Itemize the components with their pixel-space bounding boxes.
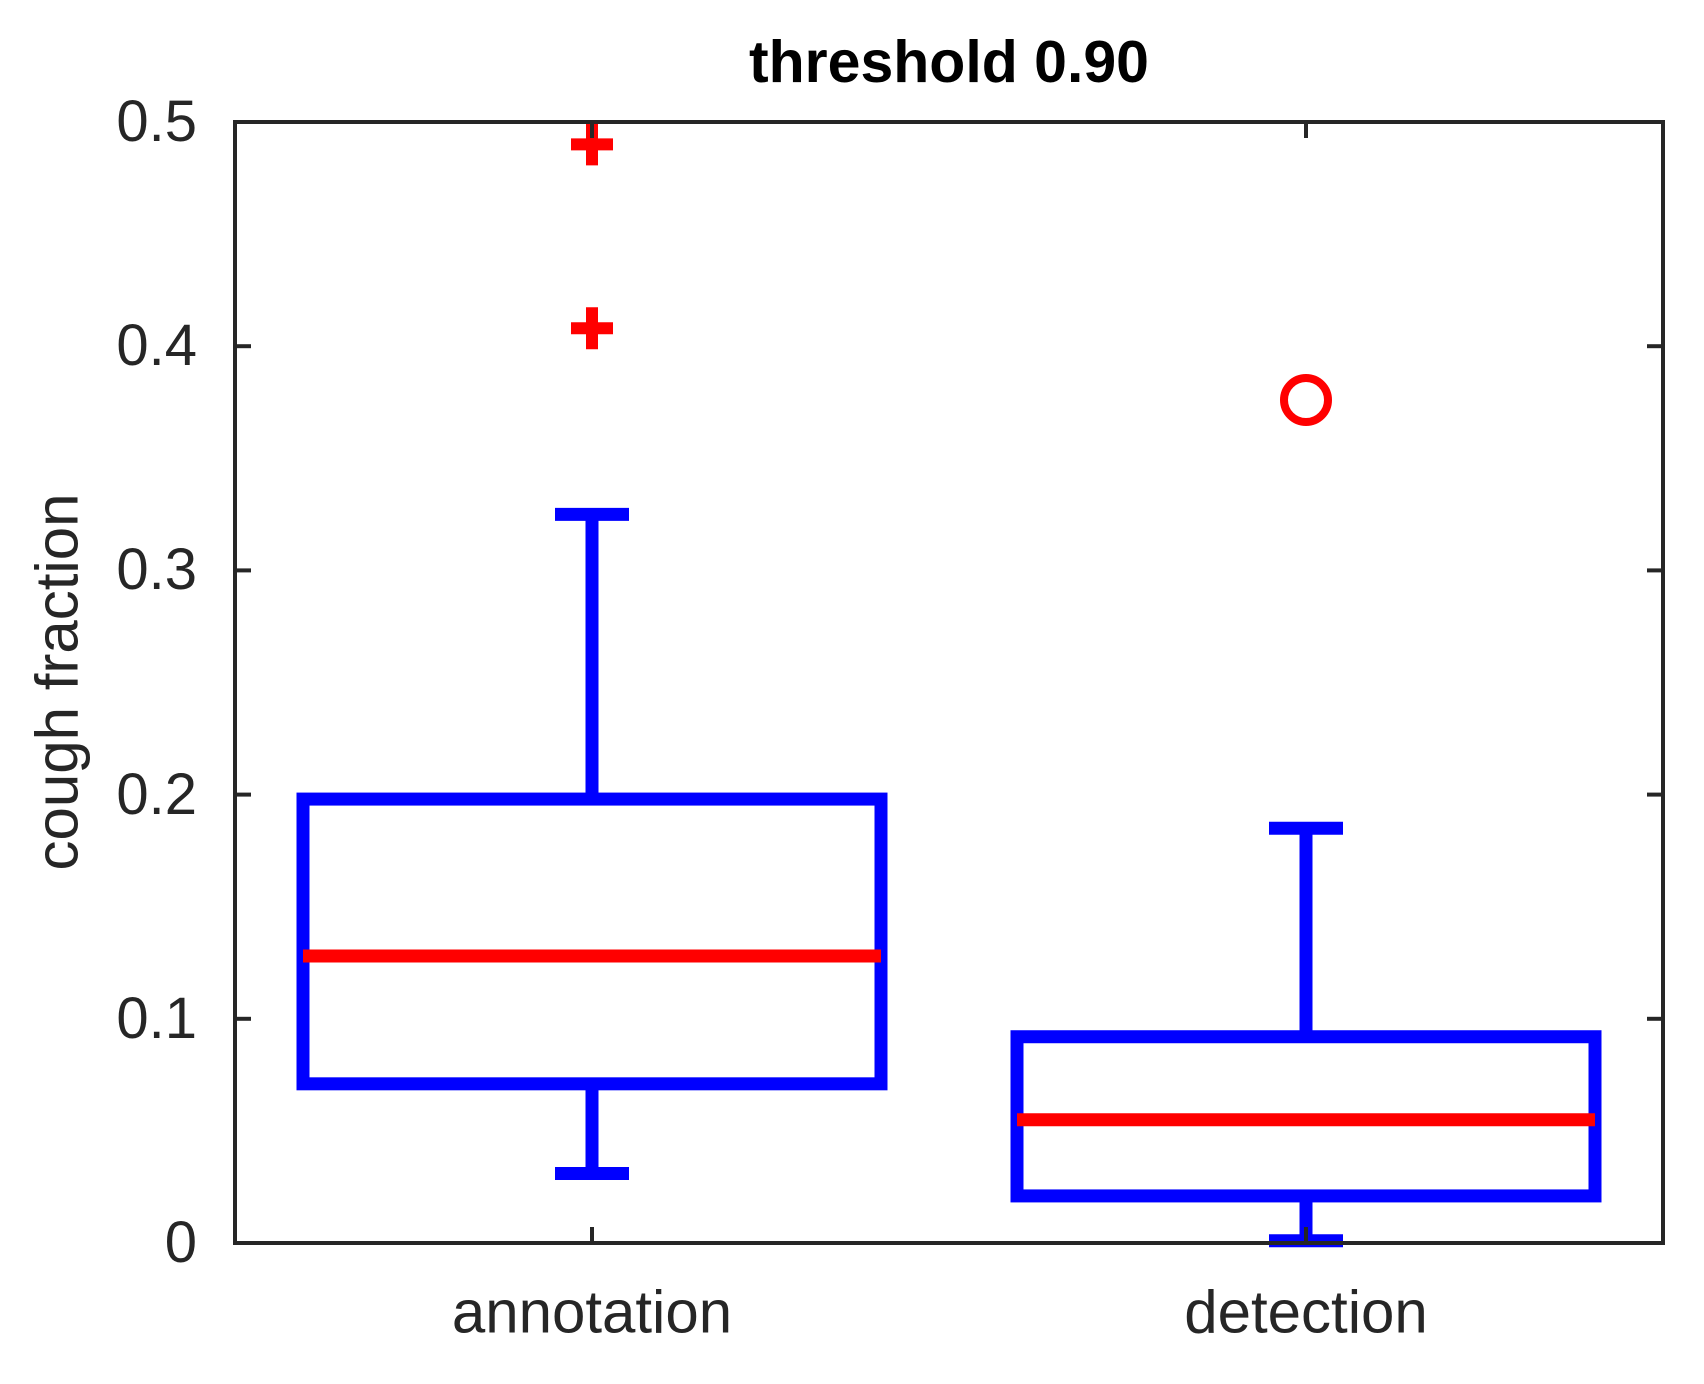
y-tick-label: 0.4	[116, 313, 197, 379]
chart-title: threshold 0.90	[748, 29, 1150, 95]
axes-frame	[233, 120, 1665, 1245]
y-tick-label: 0.3	[116, 537, 197, 603]
y-tick-label: 0.1	[116, 985, 197, 1051]
y-tick-label: 0	[164, 1210, 197, 1275]
iqr-box	[296, 792, 888, 1091]
y-tick-label: 0.2	[116, 761, 197, 827]
x-category-label: detection	[1184, 1278, 1428, 1346]
outlier-circle-marker	[1280, 374, 1332, 427]
y-tick-label: 0.5	[116, 89, 197, 154]
x-category-label: annotation	[451, 1278, 733, 1346]
